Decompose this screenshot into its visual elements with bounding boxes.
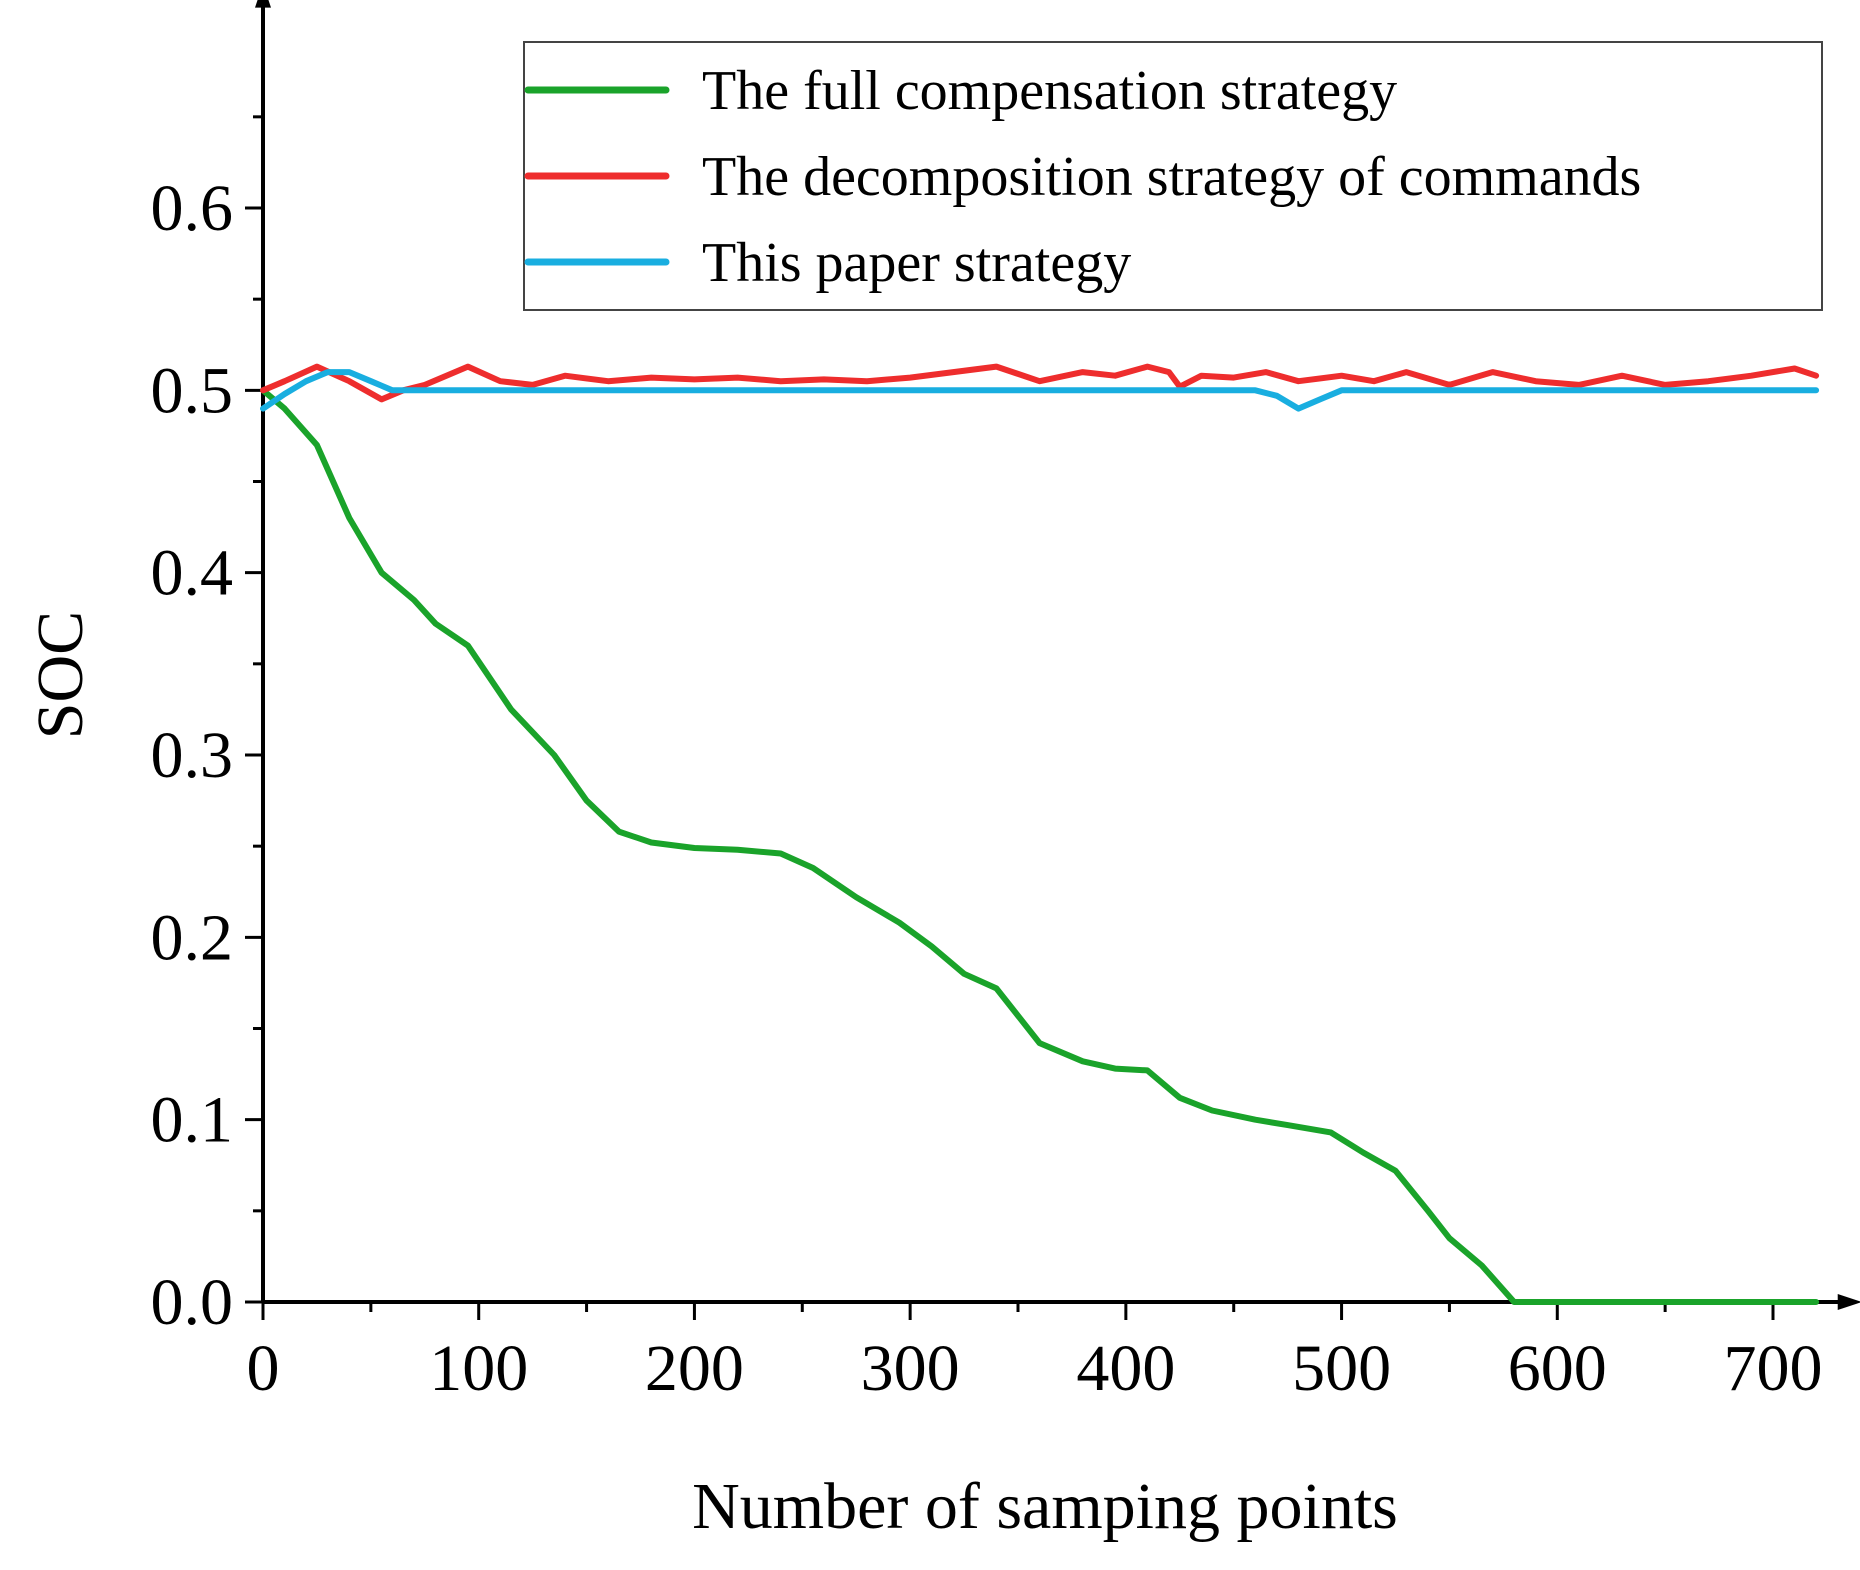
series-line-0 bbox=[260, 387, 1820, 1305]
legend-box bbox=[523, 41, 1823, 311]
legend-label: The full compensation strategy bbox=[702, 60, 1397, 122]
x-tick-label: 0 bbox=[247, 1332, 280, 1405]
x-axis-title: Number of samping points bbox=[692, 1470, 1398, 1543]
series-line-1 bbox=[260, 363, 1820, 403]
x-axis-arrow-icon bbox=[1837, 1294, 1860, 1310]
y-tick-label: 0.2 bbox=[151, 901, 234, 974]
x-tick-label: 300 bbox=[861, 1332, 960, 1405]
y-tick-label: 0.5 bbox=[151, 354, 234, 427]
x-tick-label: 600 bbox=[1508, 1332, 1607, 1405]
y-tick-label: 0.3 bbox=[151, 719, 234, 792]
y-tick-label: 0.6 bbox=[151, 172, 234, 245]
y-tick-label: 0.0 bbox=[151, 1266, 234, 1339]
series bbox=[260, 363, 1820, 1305]
legend-label: The decomposition strategy of commands bbox=[702, 146, 1641, 208]
series-line-2 bbox=[260, 369, 1820, 412]
x-tick-label: 400 bbox=[1076, 1332, 1175, 1405]
y-axis-arrow-icon bbox=[255, 0, 271, 8]
x-tick-label: 500 bbox=[1292, 1332, 1391, 1405]
x-tick-label: 200 bbox=[645, 1332, 744, 1405]
ticks: 0 100 200 300 400 500 600 700 0.0 0.1 0.2 0.3 0.4 0.5… bbox=[151, 115, 1823, 1405]
legend-label: This paper strategy bbox=[702, 232, 1131, 294]
legend: The full compensation strategy The decomp… bbox=[523, 41, 1823, 311]
y-tick-label: 0.1 bbox=[151, 1084, 234, 1157]
y-axis-title: SOC bbox=[24, 611, 97, 739]
x-tick-label: 100 bbox=[429, 1332, 528, 1405]
x-tick-label: 700 bbox=[1724, 1332, 1823, 1405]
y-tick-label: 0.4 bbox=[151, 537, 234, 610]
